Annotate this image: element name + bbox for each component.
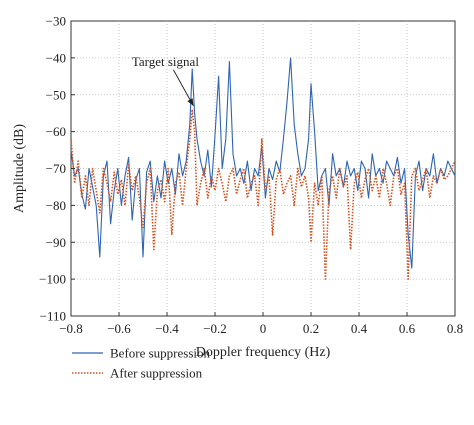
x-tick-label: 0.2 xyxy=(303,321,319,336)
y-tick-label: −100 xyxy=(39,272,66,287)
y-tick-label: −50 xyxy=(46,87,66,102)
series-line-after-suppression xyxy=(70,108,456,280)
y-tick-label: −110 xyxy=(40,309,66,324)
x-ticks: −0.8 −0.6 −0.4 −0.2 0 0.2 0.4 0.6 0.8 xyxy=(59,312,463,336)
annotation: Target signal xyxy=(132,54,199,107)
series-layer xyxy=(70,57,456,280)
y-tick-label: −90 xyxy=(46,235,66,250)
legend: Before suppression After suppression xyxy=(72,346,211,381)
legend-label-before: Before suppression xyxy=(110,346,211,361)
x-tick-label: −0.2 xyxy=(203,321,227,336)
plot-area: −0.8 −0.6 −0.4 −0.2 0 0.2 0.4 0.6 0.8 −110 −100 −9… xyxy=(39,14,463,337)
y-tick-label: −70 xyxy=(46,161,66,176)
x-tick-label: −0.4 xyxy=(155,321,179,336)
x-tick-label: 0.6 xyxy=(399,321,416,336)
series-line-before-suppression xyxy=(70,57,456,269)
x-tick-label: 0.8 xyxy=(447,321,463,336)
y-tick-label: −30 xyxy=(46,14,66,29)
y-tick-label: −80 xyxy=(46,198,66,213)
x-tick-label: −0.6 xyxy=(107,321,131,336)
x-tick-label: 0.4 xyxy=(351,321,368,336)
x-tick-label: 0 xyxy=(260,321,267,336)
annotation-arrowhead xyxy=(187,98,194,106)
y-axis-label: Amplitude (dB) xyxy=(12,124,27,213)
x-tick-label: −0.8 xyxy=(59,321,83,336)
y-ticks: −110 −100 −90 −80 −70 −60 −50 −40 −30 xyxy=(39,14,75,324)
legend-label-after: After suppression xyxy=(110,366,203,381)
y-tick-label: −60 xyxy=(46,124,66,139)
y-tick-label: −40 xyxy=(46,50,66,65)
annotation-text: Target signal xyxy=(132,54,199,69)
x-axis-label: Doppler frequency (Hz) xyxy=(196,345,331,360)
